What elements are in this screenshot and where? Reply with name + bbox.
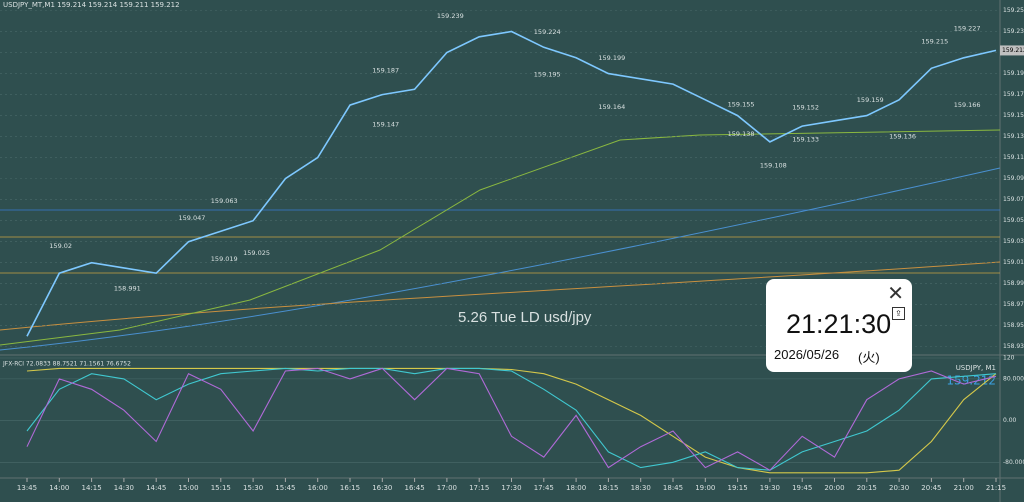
y-tick-label: 159.130 xyxy=(1003,133,1024,140)
price-annotation: 159.047 xyxy=(179,214,206,222)
sub-panel xyxy=(0,358,1000,478)
last-price: 159.212 xyxy=(1002,47,1024,54)
price-annotation: 159.133 xyxy=(792,135,819,143)
y-tick-label: 158.970 xyxy=(1003,301,1024,308)
y-tick-label: 158.990 xyxy=(1003,280,1024,287)
price-annotation: 159.195 xyxy=(534,70,561,78)
x-tick-label: 13:45 xyxy=(17,484,37,492)
x-tick-label: 17:00 xyxy=(437,484,457,492)
x-tick-label: 16:00 xyxy=(308,484,328,492)
x-tick-label: 17:45 xyxy=(534,484,554,492)
series-line xyxy=(26,367,997,471)
y-tick-label: 159.030 xyxy=(1003,238,1024,245)
x-tick-label: 20:30 xyxy=(889,484,909,492)
clock-popup: ✕ ⇪ 21:21:30 2026/05/26 (火) xyxy=(766,279,912,372)
x-tick-label: 16:15 xyxy=(340,484,360,492)
y-tick-label: 159.070 xyxy=(1003,196,1024,203)
y-tick-label: 159.090 xyxy=(1003,175,1024,182)
y-tick-label: 159.250 xyxy=(1003,7,1024,14)
pin-button[interactable]: ⇪ xyxy=(892,307,905,320)
x-tick-label: 15:30 xyxy=(243,484,263,492)
series-line xyxy=(26,367,997,471)
clock-time: 21:21:30 xyxy=(786,309,892,339)
x-tick-label: 21:00 xyxy=(954,484,974,492)
y-tick-label: 159.190 xyxy=(1003,70,1024,77)
price-annotation: 158.991 xyxy=(114,285,141,293)
x-tick-label: 18:30 xyxy=(631,484,651,492)
x-tick-label: 18:15 xyxy=(598,484,618,492)
price-annotation: 159.199 xyxy=(598,54,625,62)
ma-line xyxy=(0,129,1001,346)
x-tick-label: 16:30 xyxy=(372,484,392,492)
x-tick-label: 17:15 xyxy=(469,484,489,492)
sub-title: JFX-RCI 72.0833 88.7521 71.1561 76.6752 xyxy=(2,361,131,368)
y-tick-label: 0.00 xyxy=(1003,417,1017,424)
header: USDJPY_MT,M1 159.214 159.214 159.211 159… xyxy=(3,1,180,9)
price-annotation: 159.187 xyxy=(372,67,399,75)
y-tick-label: 159.010 xyxy=(1003,259,1024,266)
x-tick-label: 20:45 xyxy=(921,484,941,492)
x-tick-label: 19:00 xyxy=(695,484,715,492)
x-tick-label: 15:00 xyxy=(178,484,198,492)
clock-date: 2026/05/26 xyxy=(774,347,840,362)
x-tick-label: 20:00 xyxy=(824,484,844,492)
caption: 5.26 Tue LD usd/jpy xyxy=(458,309,592,326)
series-line xyxy=(26,367,997,474)
price-annotation: 159.159 xyxy=(857,96,884,104)
price-annotation: 159.166 xyxy=(954,101,981,109)
x-tick-label: 16:45 xyxy=(405,484,425,492)
price-annotation: 159.239 xyxy=(437,12,464,20)
x-tick-label: 14:45 xyxy=(146,484,166,492)
y-tick-label: 158.950 xyxy=(1003,322,1024,329)
price-annotation: 159.227 xyxy=(954,25,981,33)
x-tick-label: 18:00 xyxy=(566,484,586,492)
x-tick-label: 15:15 xyxy=(211,484,231,492)
price-annotation: 159.025 xyxy=(243,249,270,257)
x-tick-label: 14:15 xyxy=(82,484,102,492)
y-tick-label: 120 xyxy=(1003,355,1015,362)
price-annotation: 159.02 xyxy=(49,242,72,250)
price-annotation: 159.108 xyxy=(760,162,787,170)
x-tick-label: 20:15 xyxy=(857,484,877,492)
price-annotation: 159.215 xyxy=(921,37,948,45)
y-tick-label: 159.150 xyxy=(1003,112,1024,119)
x-tick-label: 15:45 xyxy=(275,484,295,492)
y-tick-label: 159.050 xyxy=(1003,217,1024,224)
y-tick-label: 159.170 xyxy=(1003,91,1024,98)
price-annotation: 159.019 xyxy=(211,255,238,263)
price-annotation: 159.138 xyxy=(728,130,755,138)
sub-label: USDJPY, M1 xyxy=(956,364,996,372)
x-tick-label: 17:30 xyxy=(501,484,521,492)
price-annotation: 159.224 xyxy=(534,28,561,36)
price-annotation: 159.147 xyxy=(372,121,399,129)
x-tick-label: 21:15 xyxy=(986,484,1006,492)
price-annotation: 159.155 xyxy=(728,100,755,108)
price-annotation: 159.164 xyxy=(598,103,625,111)
y-tick-label: 159.230 xyxy=(1003,28,1024,35)
y-tick-label: 159.110 xyxy=(1003,154,1024,161)
last-price-box xyxy=(1000,45,1024,56)
x-tick-label: 14:00 xyxy=(49,484,69,492)
x-tick-label: 14:30 xyxy=(114,484,134,492)
series-line xyxy=(26,30,997,337)
ma-line xyxy=(0,261,1001,331)
clock-weekday: (火) xyxy=(858,350,880,365)
y-tick-label: 158.930 xyxy=(1003,343,1024,350)
price-annotation: 159.063 xyxy=(211,197,238,205)
close-button[interactable]: ✕ xyxy=(887,283,904,305)
y-tick-label: 80.00000 xyxy=(1003,375,1024,382)
x-tick-label: 19:45 xyxy=(792,484,812,492)
x-tick-label: 19:30 xyxy=(760,484,780,492)
x-tick-label: 18:45 xyxy=(663,484,683,492)
ma-line xyxy=(0,167,1001,351)
price-annotation: 159.136 xyxy=(889,132,916,140)
price-annotation: 159.152 xyxy=(792,103,819,111)
x-tick-label: 19:15 xyxy=(728,484,748,492)
